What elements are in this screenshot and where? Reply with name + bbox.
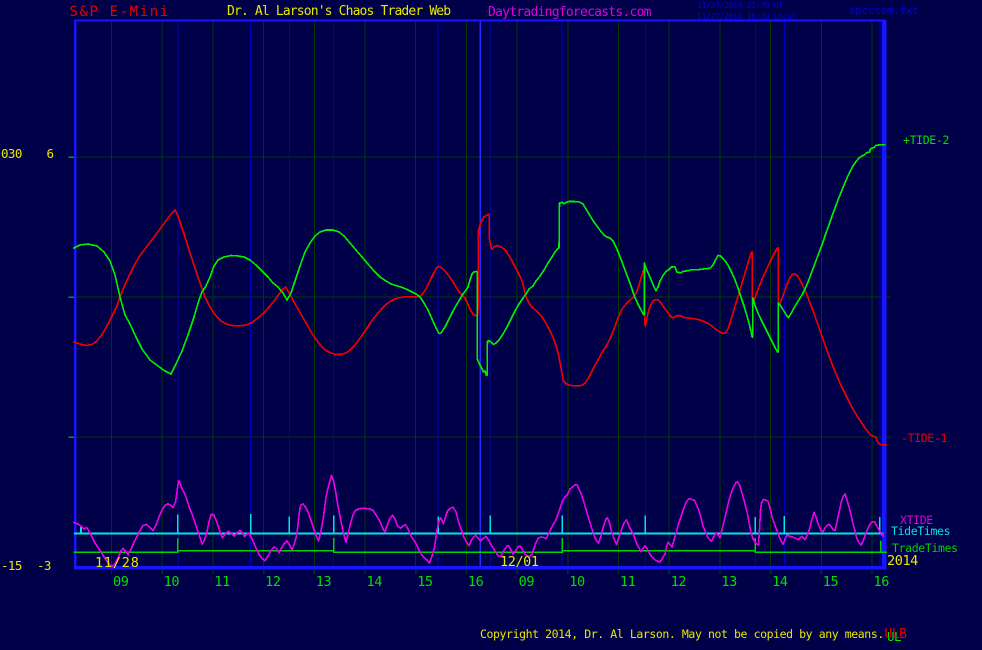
year-label: 2014 xyxy=(887,552,918,569)
hour-label: 16 xyxy=(467,573,484,590)
copyright-text: Copyright 2014, Dr. Al Larson. May not b… xyxy=(480,627,884,641)
chart-border-top xyxy=(74,19,887,22)
xtide-curve xyxy=(72,474,885,568)
signature-shadow: UL xyxy=(887,629,902,644)
hour-label: 09 xyxy=(113,573,129,590)
hour-label: 15 xyxy=(822,573,839,590)
axis-price-top-label: 030 xyxy=(1,145,22,161)
chart-border-right xyxy=(882,19,887,570)
axis-tide-top-label: 6 xyxy=(46,145,55,161)
hour-label: 16 xyxy=(873,573,890,590)
hour-label: 13 xyxy=(721,573,737,590)
legend-tide1: -TIDE-1 xyxy=(901,430,948,445)
hour-label: 14 xyxy=(366,573,383,590)
legend-tide2: +TIDE-2 xyxy=(903,132,950,147)
hour-label: 09 xyxy=(518,573,535,590)
symbol-label: S&P E-Mini xyxy=(69,3,170,20)
hour-label: 11 xyxy=(620,573,636,590)
axis-tide-bottom-label: -3 xyxy=(37,557,51,573)
tide2-curve xyxy=(72,144,886,377)
tradetimes-line xyxy=(73,538,887,553)
hour-label: 12 xyxy=(265,573,281,590)
timestamp-local: 11/27/2014 16:30 Local xyxy=(697,11,797,21)
tide1-curve xyxy=(72,209,887,446)
hour-label: 10 xyxy=(569,573,585,590)
data-file-label: spcctom.txt xyxy=(849,4,919,17)
date-label-mid: 12/01 xyxy=(500,554,539,570)
date-label-left: 11/28 xyxy=(95,554,140,571)
signature: ULB xyxy=(884,626,907,642)
hour-label: 10 xyxy=(163,573,180,590)
page-title: Dr. Al Larson's Chaos Trader Web xyxy=(227,4,451,19)
hour-label: 15 xyxy=(417,573,433,590)
legend-tradetimes: TradeTimes xyxy=(892,540,958,555)
timestamp-ut: 11/27/2014 21:30 UT xyxy=(697,0,783,10)
hour-label: 13 xyxy=(315,573,332,590)
hour-label: 12 xyxy=(670,573,687,590)
legend-tidetimes: TideTimes xyxy=(891,524,951,538)
chart-border-left xyxy=(74,19,77,570)
hour-label: 11 xyxy=(214,573,230,590)
legend-xtide: XTIDE xyxy=(900,512,933,527)
site-link[interactable]: Daytradingforecasts.com xyxy=(488,4,652,20)
chart-border-bottom xyxy=(74,566,887,570)
axis-price-bottom-label: -15 xyxy=(1,557,22,573)
hour-label: 14 xyxy=(772,573,788,590)
